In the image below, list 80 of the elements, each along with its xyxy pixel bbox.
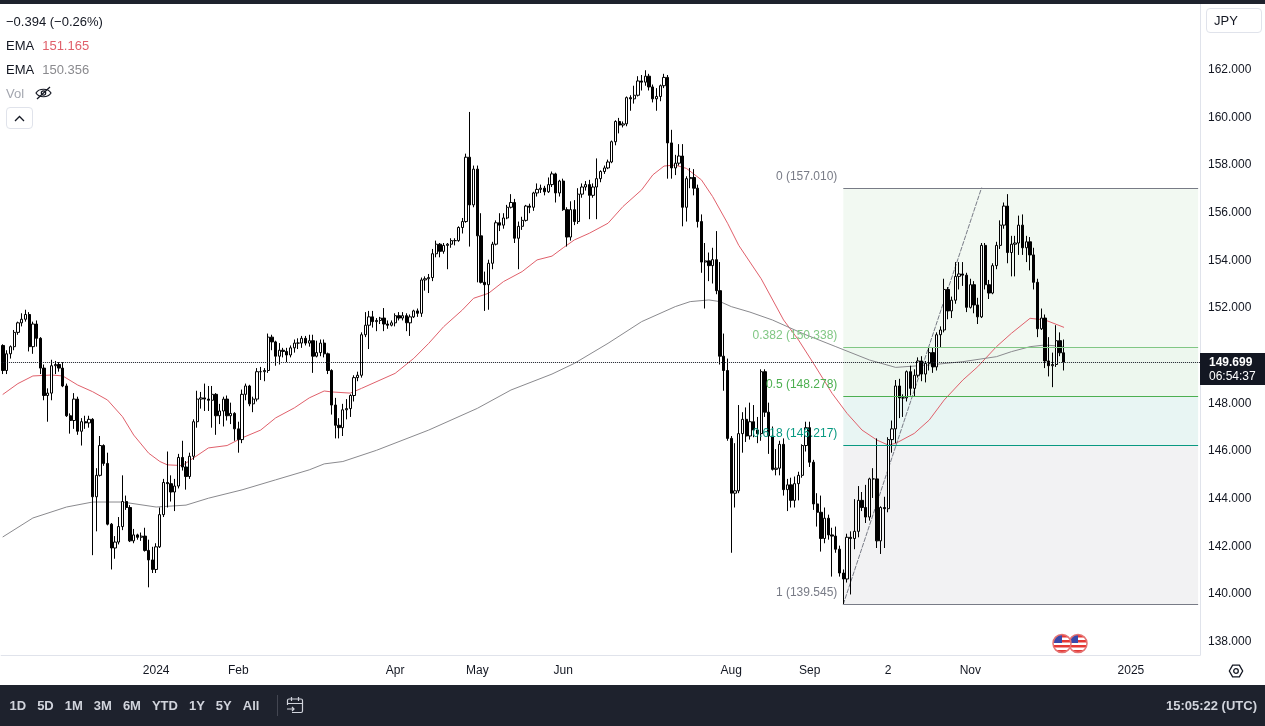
annotation: −0.394 (−0.26%) (6, 13, 103, 29)
candlestick (748, 402, 752, 441)
candlestick (136, 533, 139, 541)
candlestick (625, 95, 628, 127)
candlestick (293, 339, 296, 354)
y-tick-label: 146.000 (1208, 443, 1252, 458)
candlestick (920, 355, 923, 382)
y-tick-label: 142.000 (1208, 538, 1252, 553)
candlestick (655, 87, 658, 112)
text: 06:54:37 (1209, 369, 1257, 384)
annotation: EMA (6, 37, 35, 53)
candlestick (476, 165, 479, 283)
y-tick-label: 162.000 (1208, 62, 1252, 77)
annotation: 151.165 (42, 37, 90, 53)
candlestick (203, 383, 206, 412)
candlestick (28, 311, 31, 352)
y-tick-label: 148.000 (1208, 395, 1252, 410)
candlestick (300, 335, 303, 349)
candlestick (278, 342, 281, 366)
toolbar: 1D 5D 1M 3M 6M YTD 1Y 5Y All 15:05:22 (UTC) (0, 685, 1265, 726)
candlestick (408, 313, 412, 337)
candlestick (644, 69, 647, 87)
x-tick-label: 2 (884, 663, 892, 677)
candlestick (91, 417, 94, 556)
x-tick-label: Feb (227, 663, 249, 677)
candlestick (547, 176, 550, 194)
y-tick-label: 144.000 (1208, 490, 1252, 505)
candlestick (577, 187, 580, 225)
candlestick (595, 157, 598, 220)
x-tick-label: Jun (553, 663, 573, 677)
candlestick (468, 111, 471, 248)
x-tick-label: Aug (720, 663, 742, 677)
candlestick (909, 365, 912, 397)
y-tick-label: 156.000 (1208, 205, 1252, 220)
candlestick (319, 339, 322, 357)
candlestick (289, 344, 292, 358)
candlestick (539, 184, 542, 194)
line-series (2, 299, 1065, 538)
y-tick-label: 140.000 (1208, 586, 1252, 601)
x-tick-label: 2024 (142, 663, 170, 677)
candlestick (446, 242, 449, 270)
y-tick-label: 138.000 (1208, 633, 1252, 648)
x-tick-label: Sep (799, 663, 821, 677)
candlestick (394, 312, 397, 327)
candlestick (438, 242, 442, 258)
y-tick-label: 158.000 (1208, 157, 1252, 172)
candlestick (367, 310, 371, 350)
x-tick-label: 2025 (1117, 663, 1145, 677)
candlestick (752, 404, 755, 438)
candlestick (311, 334, 315, 374)
y-tick-label: 154.000 (1208, 252, 1252, 267)
candlestick (405, 312, 408, 332)
ref-line-label: 149.699 (1209, 355, 1254, 370)
candlestick (341, 403, 344, 437)
candlestick (222, 396, 225, 427)
y-tick-label: 160.000 (1208, 109, 1252, 124)
y-tick-label: 152.000 (1208, 300, 1252, 315)
candlestick (793, 476, 796, 508)
candlestick (285, 347, 288, 363)
candlestick (666, 74, 669, 180)
candlestick (554, 172, 557, 203)
candlestick (1, 343, 5, 375)
x-tick-label: Nov (959, 663, 981, 677)
candlestick (681, 143, 684, 227)
candlestick (225, 395, 229, 422)
candlestick (588, 179, 591, 220)
annotation: 150.356 (42, 61, 90, 77)
annotation: EMA (6, 61, 35, 77)
annotation: Vol (6, 85, 25, 101)
ref-line-label: 1 (139.545) (775, 585, 838, 600)
ref-line-label: 0 (157.010) (775, 168, 838, 183)
candlestick (304, 335, 307, 346)
x-tick-label: Apr (385, 663, 405, 677)
candlestick (382, 307, 386, 332)
text: JPY (1206, 8, 1262, 33)
candlestick (789, 477, 793, 508)
x-tick-label: May (465, 663, 489, 677)
candlestick (819, 495, 823, 553)
candlestick (420, 277, 423, 318)
line-series (2, 164, 1065, 467)
